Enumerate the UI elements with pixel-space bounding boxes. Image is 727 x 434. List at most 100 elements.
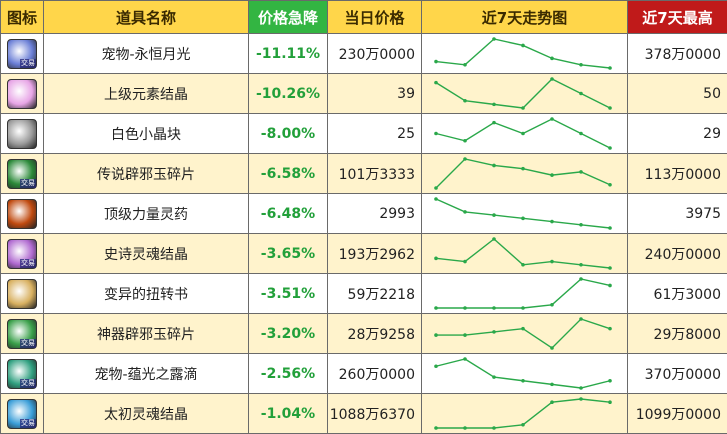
trend-point bbox=[463, 98, 467, 103]
table-row[interactable]: 交易 史诗灵魂结晶 -3.65% 193万2962 240万0000 bbox=[0, 233, 727, 274]
trend-point bbox=[550, 400, 554, 405]
trend-point bbox=[550, 117, 554, 121]
trend-cell bbox=[421, 313, 628, 354]
trend-point bbox=[434, 197, 438, 201]
icon-cell: 交易 bbox=[0, 153, 44, 194]
item-name[interactable]: 变异的扭转书 bbox=[43, 273, 249, 314]
week-max-price: 1099万0000 bbox=[627, 393, 727, 434]
table-row[interactable]: 交易 宠物-永恒月光 -11.11% 230万0000 378万0000 bbox=[0, 33, 727, 74]
trend-point bbox=[579, 131, 583, 136]
trend-line bbox=[436, 318, 611, 349]
table-body: 交易 宠物-永恒月光 -11.11% 230万0000 378万0000 上级元素结晶 -1… bbox=[0, 33, 727, 434]
trend-point bbox=[434, 333, 438, 337]
trend-point bbox=[492, 120, 496, 125]
header-drop[interactable]: 价格急降 bbox=[248, 0, 328, 34]
today-price: 230万0000 bbox=[327, 33, 422, 74]
week-max-price: 29 bbox=[627, 113, 727, 154]
price-drop: -3.65% bbox=[248, 233, 328, 274]
trend-point bbox=[463, 333, 467, 337]
table-row[interactable]: 交易 宠物-蕴光之露滴 -2.56% 260万0000 370万0000 bbox=[0, 353, 727, 394]
artifact-jade-icon: 交易 bbox=[7, 318, 37, 349]
trend-point bbox=[521, 378, 525, 383]
trend-point bbox=[492, 102, 496, 107]
trend-point bbox=[579, 277, 583, 281]
trend-cell bbox=[421, 73, 628, 114]
trend-point bbox=[492, 306, 496, 310]
week-max-price: 240万0000 bbox=[627, 233, 727, 274]
trend-cell bbox=[421, 353, 628, 394]
item-name[interactable]: 太初灵魂结晶 bbox=[43, 393, 249, 434]
price-drop: -8.00% bbox=[248, 113, 328, 154]
trend-point bbox=[608, 378, 612, 383]
item-name[interactable]: 顶级力量灵药 bbox=[43, 193, 249, 234]
table-row[interactable]: 上级元素结晶 -10.26% 39 50 bbox=[0, 73, 727, 114]
today-price: 260万0000 bbox=[327, 353, 422, 394]
trend-point bbox=[608, 400, 612, 405]
trend-point bbox=[463, 62, 467, 67]
trend-point bbox=[550, 346, 554, 350]
item-name[interactable]: 传说辟邪玉碎片 bbox=[43, 153, 249, 194]
trend-point bbox=[492, 375, 496, 379]
today-price: 28万9258 bbox=[327, 313, 422, 354]
trend-point bbox=[521, 131, 525, 136]
purple-soul-icon: 交易 bbox=[7, 238, 37, 269]
table-row[interactable]: 交易 神器辟邪玉碎片 -3.20% 28万9258 29万8000 bbox=[0, 313, 727, 354]
item-name[interactable]: 史诗灵魂结晶 bbox=[43, 233, 249, 274]
trend-point bbox=[463, 259, 467, 264]
item-name[interactable]: 神器辟邪玉碎片 bbox=[43, 313, 249, 354]
item-name[interactable]: 宠物-永恒月光 bbox=[43, 33, 249, 74]
trend-line bbox=[436, 278, 611, 309]
white-cube-icon bbox=[7, 118, 37, 149]
trend-point bbox=[608, 106, 612, 110]
trend-cell bbox=[421, 393, 628, 434]
trend-line bbox=[435, 38, 611, 69]
icon-cell: 交易 bbox=[0, 313, 44, 354]
today-price: 2993 bbox=[327, 193, 422, 234]
table-row[interactable]: 交易 太初灵魂结晶 -1.04% 1088万6370 1099万0000 bbox=[0, 393, 727, 434]
trend-sparkline bbox=[434, 237, 612, 270]
trend-cell bbox=[421, 113, 628, 154]
price-drop: -6.58% bbox=[248, 153, 328, 194]
trend-point bbox=[579, 386, 583, 390]
table-row[interactable]: 顶级力量灵药 -6.48% 2993 3975 bbox=[0, 193, 727, 234]
week-max-price: 378万0000 bbox=[627, 33, 727, 74]
trend-point bbox=[579, 317, 583, 321]
trend-point bbox=[434, 364, 438, 369]
item-name[interactable]: 上级元素结晶 bbox=[43, 73, 249, 114]
price-drop: -6.48% bbox=[248, 193, 328, 234]
trend-point bbox=[492, 37, 496, 41]
trend-point bbox=[550, 77, 554, 81]
trend-point bbox=[463, 357, 467, 361]
trend-point bbox=[434, 131, 438, 136]
trend-point bbox=[434, 59, 438, 64]
trend-point bbox=[608, 326, 612, 331]
trend-sparkline bbox=[434, 157, 612, 190]
green-jade-icon: 交易 bbox=[7, 158, 37, 189]
trend-point bbox=[579, 222, 583, 227]
trend-point bbox=[521, 43, 525, 48]
trend-point bbox=[521, 216, 525, 221]
origin-soul-icon: 交易 bbox=[7, 398, 37, 429]
trend-point bbox=[608, 66, 612, 70]
header-row: 图标 道具名称 价格急降 当日价格 近7天走势图 近7天最高 bbox=[0, 0, 727, 34]
item-name[interactable]: 宠物-蕴光之露滴 bbox=[43, 353, 249, 394]
trend-point bbox=[492, 237, 496, 241]
icon-cell: 交易 bbox=[0, 33, 44, 74]
trend-point bbox=[434, 256, 438, 261]
power-potion-icon bbox=[7, 198, 37, 229]
trend-point bbox=[434, 80, 438, 85]
table-row[interactable]: 白色小晶块 -8.00% 25 29 bbox=[0, 113, 727, 154]
trend-point bbox=[463, 210, 467, 214]
trend-point bbox=[608, 226, 612, 230]
trend-point bbox=[434, 306, 438, 310]
trend-point bbox=[608, 283, 612, 288]
trade-tag: 交易 bbox=[20, 58, 36, 68]
table-row[interactable]: 变异的扭转书 -3.51% 59万2218 61万3000 bbox=[0, 273, 727, 314]
header-max: 近7天最高 bbox=[627, 0, 727, 34]
trend-point bbox=[521, 166, 525, 171]
trend-point bbox=[550, 56, 554, 61]
item-name[interactable]: 白色小晶块 bbox=[43, 113, 249, 154]
trend-sparkline bbox=[434, 277, 612, 310]
table-row[interactable]: 交易 传说辟邪玉碎片 -6.58% 101万3333 113万0000 bbox=[0, 153, 727, 194]
